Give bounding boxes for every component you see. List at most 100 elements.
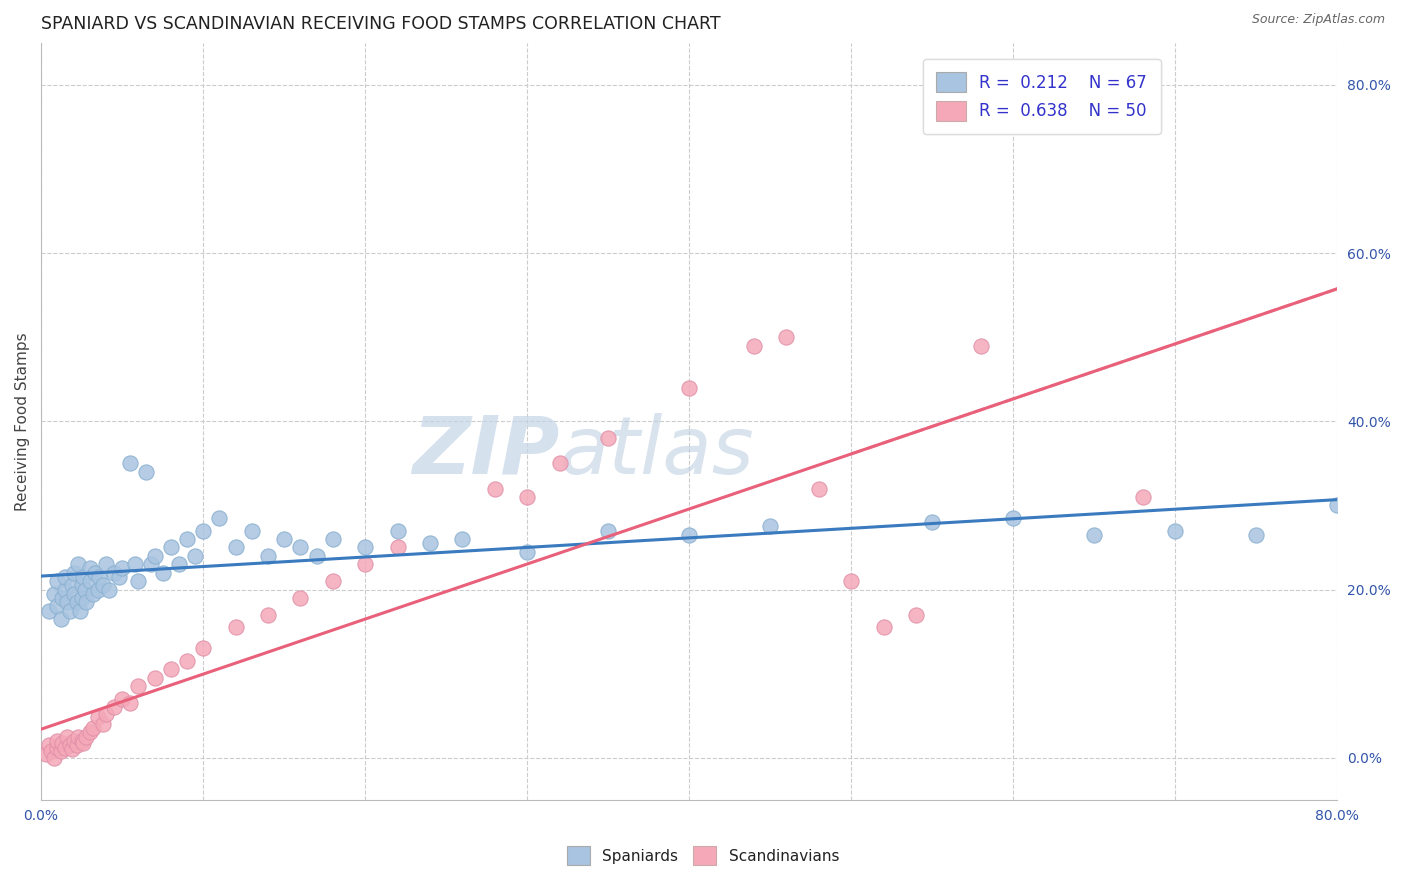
- Point: [387, 524, 409, 538]
- Point: [124, 558, 146, 572]
- Point: [62, 734, 84, 748]
- Point: [120, 456, 142, 470]
- Point: [143, 671, 166, 685]
- Point: [72, 570, 94, 584]
- Point: [548, 456, 571, 470]
- Point: [60, 742, 83, 756]
- Point: [451, 532, 474, 546]
- Point: [67, 730, 90, 744]
- Point: [56, 595, 79, 609]
- Point: [59, 738, 82, 752]
- Point: [208, 511, 231, 525]
- Point: [516, 544, 538, 558]
- Point: [111, 561, 134, 575]
- Point: [1083, 528, 1105, 542]
- Point: [1246, 528, 1268, 542]
- Point: [76, 595, 98, 609]
- Point: [240, 524, 263, 538]
- Point: [143, 549, 166, 563]
- Point: [135, 465, 157, 479]
- Point: [516, 490, 538, 504]
- Point: [79, 561, 101, 575]
- Point: [873, 620, 896, 634]
- Point: [290, 591, 312, 605]
- Point: [354, 558, 377, 572]
- Point: [56, 730, 79, 744]
- Text: SPANIARD VS SCANDINAVIAN RECEIVING FOOD STAMPS CORRELATION CHART: SPANIARD VS SCANDINAVIAN RECEIVING FOOD …: [41, 15, 721, 33]
- Point: [921, 515, 943, 529]
- Point: [91, 717, 114, 731]
- Point: [42, 750, 65, 764]
- Point: [94, 558, 117, 572]
- Point: [807, 482, 830, 496]
- Point: [98, 582, 121, 597]
- Text: atlas: atlas: [560, 413, 755, 491]
- Point: [1132, 490, 1154, 504]
- Point: [141, 558, 163, 572]
- Point: [46, 574, 69, 588]
- Legend: Spaniards, Scandinavians: Spaniards, Scandinavians: [561, 840, 845, 871]
- Point: [76, 730, 98, 744]
- Point: [387, 541, 409, 555]
- Point: [970, 338, 993, 352]
- Point: [46, 734, 69, 748]
- Point: [46, 599, 69, 614]
- Point: [598, 431, 620, 445]
- Point: [55, 582, 77, 597]
- Point: [70, 591, 93, 605]
- Point: [66, 738, 89, 752]
- Point: [191, 641, 214, 656]
- Point: [257, 607, 280, 622]
- Point: [678, 528, 700, 542]
- Legend: R =  0.212    N = 67, R =  0.638    N = 50: R = 0.212 N = 67, R = 0.638 N = 50: [922, 59, 1160, 135]
- Point: [83, 566, 105, 580]
- Point: [775, 330, 797, 344]
- Point: [69, 603, 91, 617]
- Point: [273, 532, 295, 546]
- Point: [62, 566, 84, 580]
- Point: [120, 696, 142, 710]
- Point: [91, 578, 114, 592]
- Point: [79, 725, 101, 739]
- Point: [152, 566, 174, 580]
- Point: [94, 706, 117, 721]
- Point: [108, 570, 131, 584]
- Point: [1002, 511, 1025, 525]
- Point: [67, 558, 90, 572]
- Y-axis label: Receiving Food Stamps: Receiving Food Stamps: [15, 332, 30, 510]
- Point: [49, 612, 72, 626]
- Point: [51, 591, 73, 605]
- Point: [55, 570, 77, 584]
- Point: [484, 482, 506, 496]
- Point: [167, 558, 190, 572]
- Point: [127, 574, 149, 588]
- Point: [82, 587, 104, 601]
- Point: [66, 595, 89, 609]
- Point: [127, 679, 149, 693]
- Point: [87, 710, 110, 724]
- Point: [103, 700, 125, 714]
- Point: [419, 536, 441, 550]
- Point: [191, 524, 214, 538]
- Point: [305, 549, 328, 563]
- Point: [51, 735, 73, 749]
- Point: [290, 541, 312, 555]
- Point: [905, 607, 928, 622]
- Point: [89, 570, 111, 584]
- Point: [73, 582, 96, 597]
- Point: [46, 740, 69, 755]
- Point: [225, 541, 247, 555]
- Point: [59, 603, 82, 617]
- Point: [1326, 499, 1348, 513]
- Point: [39, 744, 62, 758]
- Point: [79, 574, 101, 588]
- Point: [55, 740, 77, 755]
- Point: [60, 578, 83, 592]
- Point: [1164, 524, 1187, 538]
- Point: [87, 582, 110, 597]
- Point: [839, 574, 862, 588]
- Point: [72, 735, 94, 749]
- Point: [70, 734, 93, 748]
- Point: [82, 721, 104, 735]
- Text: Source: ZipAtlas.com: Source: ZipAtlas.com: [1251, 13, 1385, 27]
